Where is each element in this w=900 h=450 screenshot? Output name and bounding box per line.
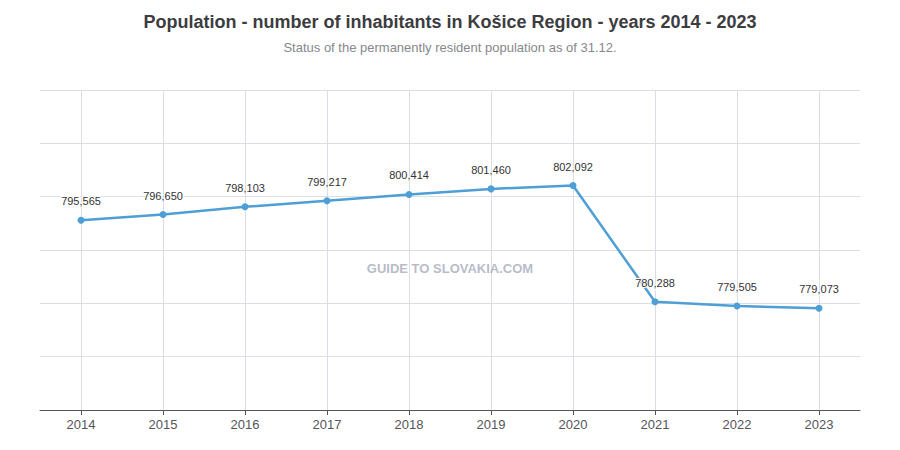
- svg-text:780,288: 780,288: [635, 277, 675, 289]
- svg-text:2020: 2020: [559, 417, 588, 432]
- svg-text:Status of the permanently resi: Status of the permanently resident popul…: [283, 40, 616, 55]
- svg-text:800,414: 800,414: [389, 169, 429, 181]
- svg-text:2019: 2019: [477, 417, 506, 432]
- svg-text:799,217: 799,217: [307, 176, 347, 188]
- svg-text:Population - number of inhabit: Population - number of inhabitants in Ko…: [143, 12, 756, 32]
- svg-text:779,505: 779,505: [717, 281, 757, 293]
- svg-text:GUIDE TO SLOVAKIA.COM: GUIDE TO SLOVAKIA.COM: [367, 261, 533, 276]
- svg-text:779,073: 779,073: [799, 283, 839, 295]
- svg-text:2016: 2016: [231, 417, 260, 432]
- svg-text:795,565: 795,565: [61, 195, 101, 207]
- svg-text:2015: 2015: [149, 417, 178, 432]
- svg-text:2014: 2014: [67, 417, 96, 432]
- svg-text:2023: 2023: [805, 417, 834, 432]
- svg-text:802,092: 802,092: [553, 161, 593, 173]
- svg-text:2017: 2017: [313, 417, 342, 432]
- svg-text:796,650: 796,650: [143, 190, 183, 202]
- svg-text:2021: 2021: [641, 417, 670, 432]
- svg-text:801,460: 801,460: [471, 164, 511, 176]
- svg-text:798,103: 798,103: [225, 182, 265, 194]
- svg-text:2018: 2018: [395, 417, 424, 432]
- svg-text:2022: 2022: [723, 417, 752, 432]
